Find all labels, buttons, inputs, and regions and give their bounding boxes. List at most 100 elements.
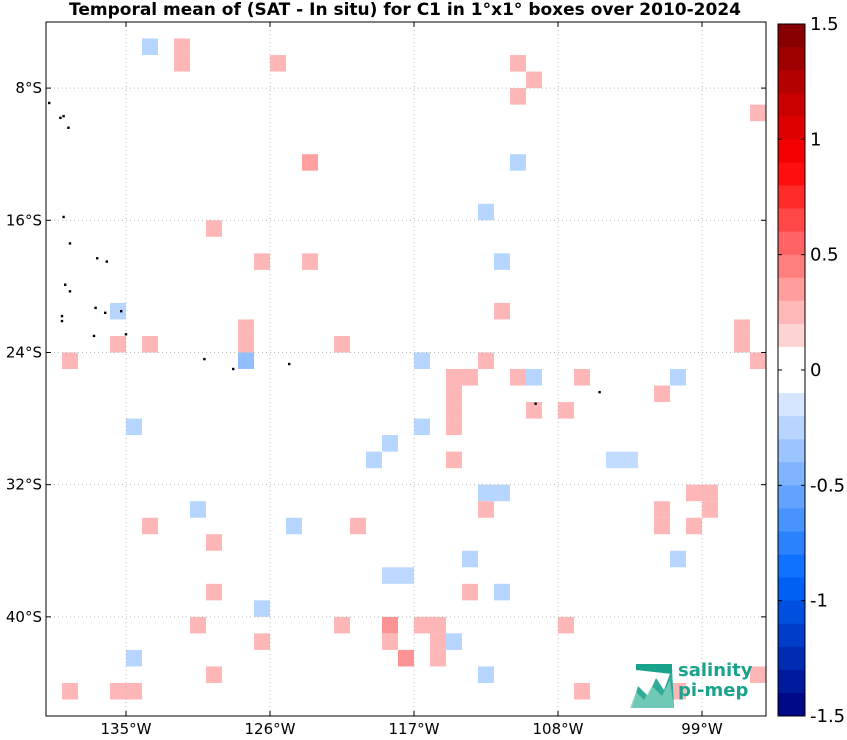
heatmap-cell xyxy=(510,88,526,105)
colorbar-segment xyxy=(778,139,805,163)
heatmap-cell xyxy=(302,154,318,171)
island xyxy=(203,357,206,361)
colorbar-segment xyxy=(778,554,805,579)
heatmap-cell xyxy=(670,682,686,700)
island xyxy=(124,333,128,336)
heatmap-cell xyxy=(446,418,462,436)
heatmap-cell xyxy=(110,302,126,320)
colorbar-segment xyxy=(778,93,805,117)
heatmap-cell xyxy=(62,352,78,369)
heatmap-cell xyxy=(558,616,574,634)
heatmap-cell xyxy=(478,501,494,518)
heatmap-cell xyxy=(398,649,414,667)
heatmap-cell xyxy=(750,352,766,369)
island xyxy=(232,367,235,371)
heatmap-cell xyxy=(126,418,142,436)
island xyxy=(598,390,601,394)
heatmap-cell xyxy=(478,666,494,683)
colorbar-segment xyxy=(778,439,805,463)
heatmap-cell xyxy=(494,484,510,502)
salinity-pi-mep-logo: salinity pi-mep xyxy=(628,660,758,710)
heatmap-cell xyxy=(494,583,510,601)
heatmap-cell xyxy=(654,385,670,403)
colorbar-segment xyxy=(778,577,805,602)
colorbar-segment xyxy=(778,116,805,140)
x-tick-label: 126°W xyxy=(245,720,296,738)
colorbar-segment xyxy=(778,47,805,71)
heatmap-cell xyxy=(270,55,286,72)
heatmap-cell xyxy=(686,484,702,502)
heatmap-cell xyxy=(366,451,382,469)
heatmap-cell xyxy=(734,319,750,336)
y-tick-label: 40°S xyxy=(6,608,42,626)
heatmap-cell xyxy=(206,666,222,683)
colorbar-segment xyxy=(778,393,805,417)
island xyxy=(67,126,70,129)
colorbar-segment xyxy=(778,300,805,325)
heatmap-cell xyxy=(606,451,622,469)
heatmap-cell xyxy=(142,38,158,56)
y-tick-label: 24°S xyxy=(6,343,42,361)
colorbar-segment xyxy=(778,231,805,256)
heatmap-cell xyxy=(478,484,494,502)
colorbar-segment xyxy=(778,531,805,556)
colorbar-segment xyxy=(778,508,805,532)
island xyxy=(120,309,123,313)
island xyxy=(60,319,64,323)
heatmap-cell xyxy=(430,616,446,634)
heatmap-cells xyxy=(62,38,766,700)
heatmap-cell xyxy=(238,352,254,369)
heatmap-cell xyxy=(126,649,142,667)
heatmap-cell xyxy=(430,649,446,667)
island xyxy=(62,114,65,118)
heatmap-cell xyxy=(254,600,270,617)
colorbar-segment xyxy=(778,370,805,394)
heatmap-cell xyxy=(510,369,526,386)
colorbar-tick-label: 0.5 xyxy=(810,245,839,266)
island xyxy=(105,260,108,263)
colorbar-tick-label: -0.5 xyxy=(810,475,845,496)
heatmap-cell xyxy=(302,253,318,270)
colorbar-tick-label: -1.5 xyxy=(810,706,845,727)
heatmap-cell xyxy=(446,402,462,419)
x-tick-label: 135°W xyxy=(101,720,152,738)
heatmap-cell xyxy=(478,203,494,221)
heatmap-cell xyxy=(206,583,222,601)
y-tick-label: 8°S xyxy=(15,79,42,97)
heatmap-cell xyxy=(622,451,638,469)
heatmap-cell xyxy=(206,220,222,237)
y-tick-label: 16°S xyxy=(6,211,42,229)
colorbar-segment xyxy=(778,24,805,48)
heatmap-cell xyxy=(494,253,510,270)
heatmap-cell xyxy=(382,435,398,452)
colorbar-segment xyxy=(778,462,805,486)
island xyxy=(60,314,64,318)
heatmap-cell xyxy=(174,55,190,72)
heatmap-cell xyxy=(686,517,702,535)
map-title: Temporal mean of (SAT - In situ) for C1 … xyxy=(69,0,741,20)
island xyxy=(59,116,62,120)
heatmap-cell xyxy=(670,369,686,386)
heatmap-cell xyxy=(334,616,350,634)
island xyxy=(92,334,96,338)
heatmap-cell xyxy=(414,418,430,436)
heatmap-cell xyxy=(446,385,462,403)
colorbar-segment xyxy=(778,162,805,186)
heatmap-cell xyxy=(526,71,542,89)
colorbar-segment xyxy=(778,646,805,671)
heatmap-cell xyxy=(734,335,750,353)
colorbar-segment xyxy=(778,669,805,694)
heatmap-cell xyxy=(462,550,478,568)
heatmap-cell xyxy=(702,501,718,518)
colorbar-segment xyxy=(778,70,805,94)
heatmap-cell xyxy=(62,682,78,700)
heatmap-cell xyxy=(462,583,478,601)
island xyxy=(64,283,67,286)
heatmap-cell xyxy=(382,567,398,584)
colorbar-segment xyxy=(778,254,805,279)
island xyxy=(534,402,537,405)
y-tick-label: 32°S xyxy=(6,476,42,494)
island xyxy=(94,306,97,310)
heatmap-cell xyxy=(382,616,398,634)
island xyxy=(288,362,291,366)
